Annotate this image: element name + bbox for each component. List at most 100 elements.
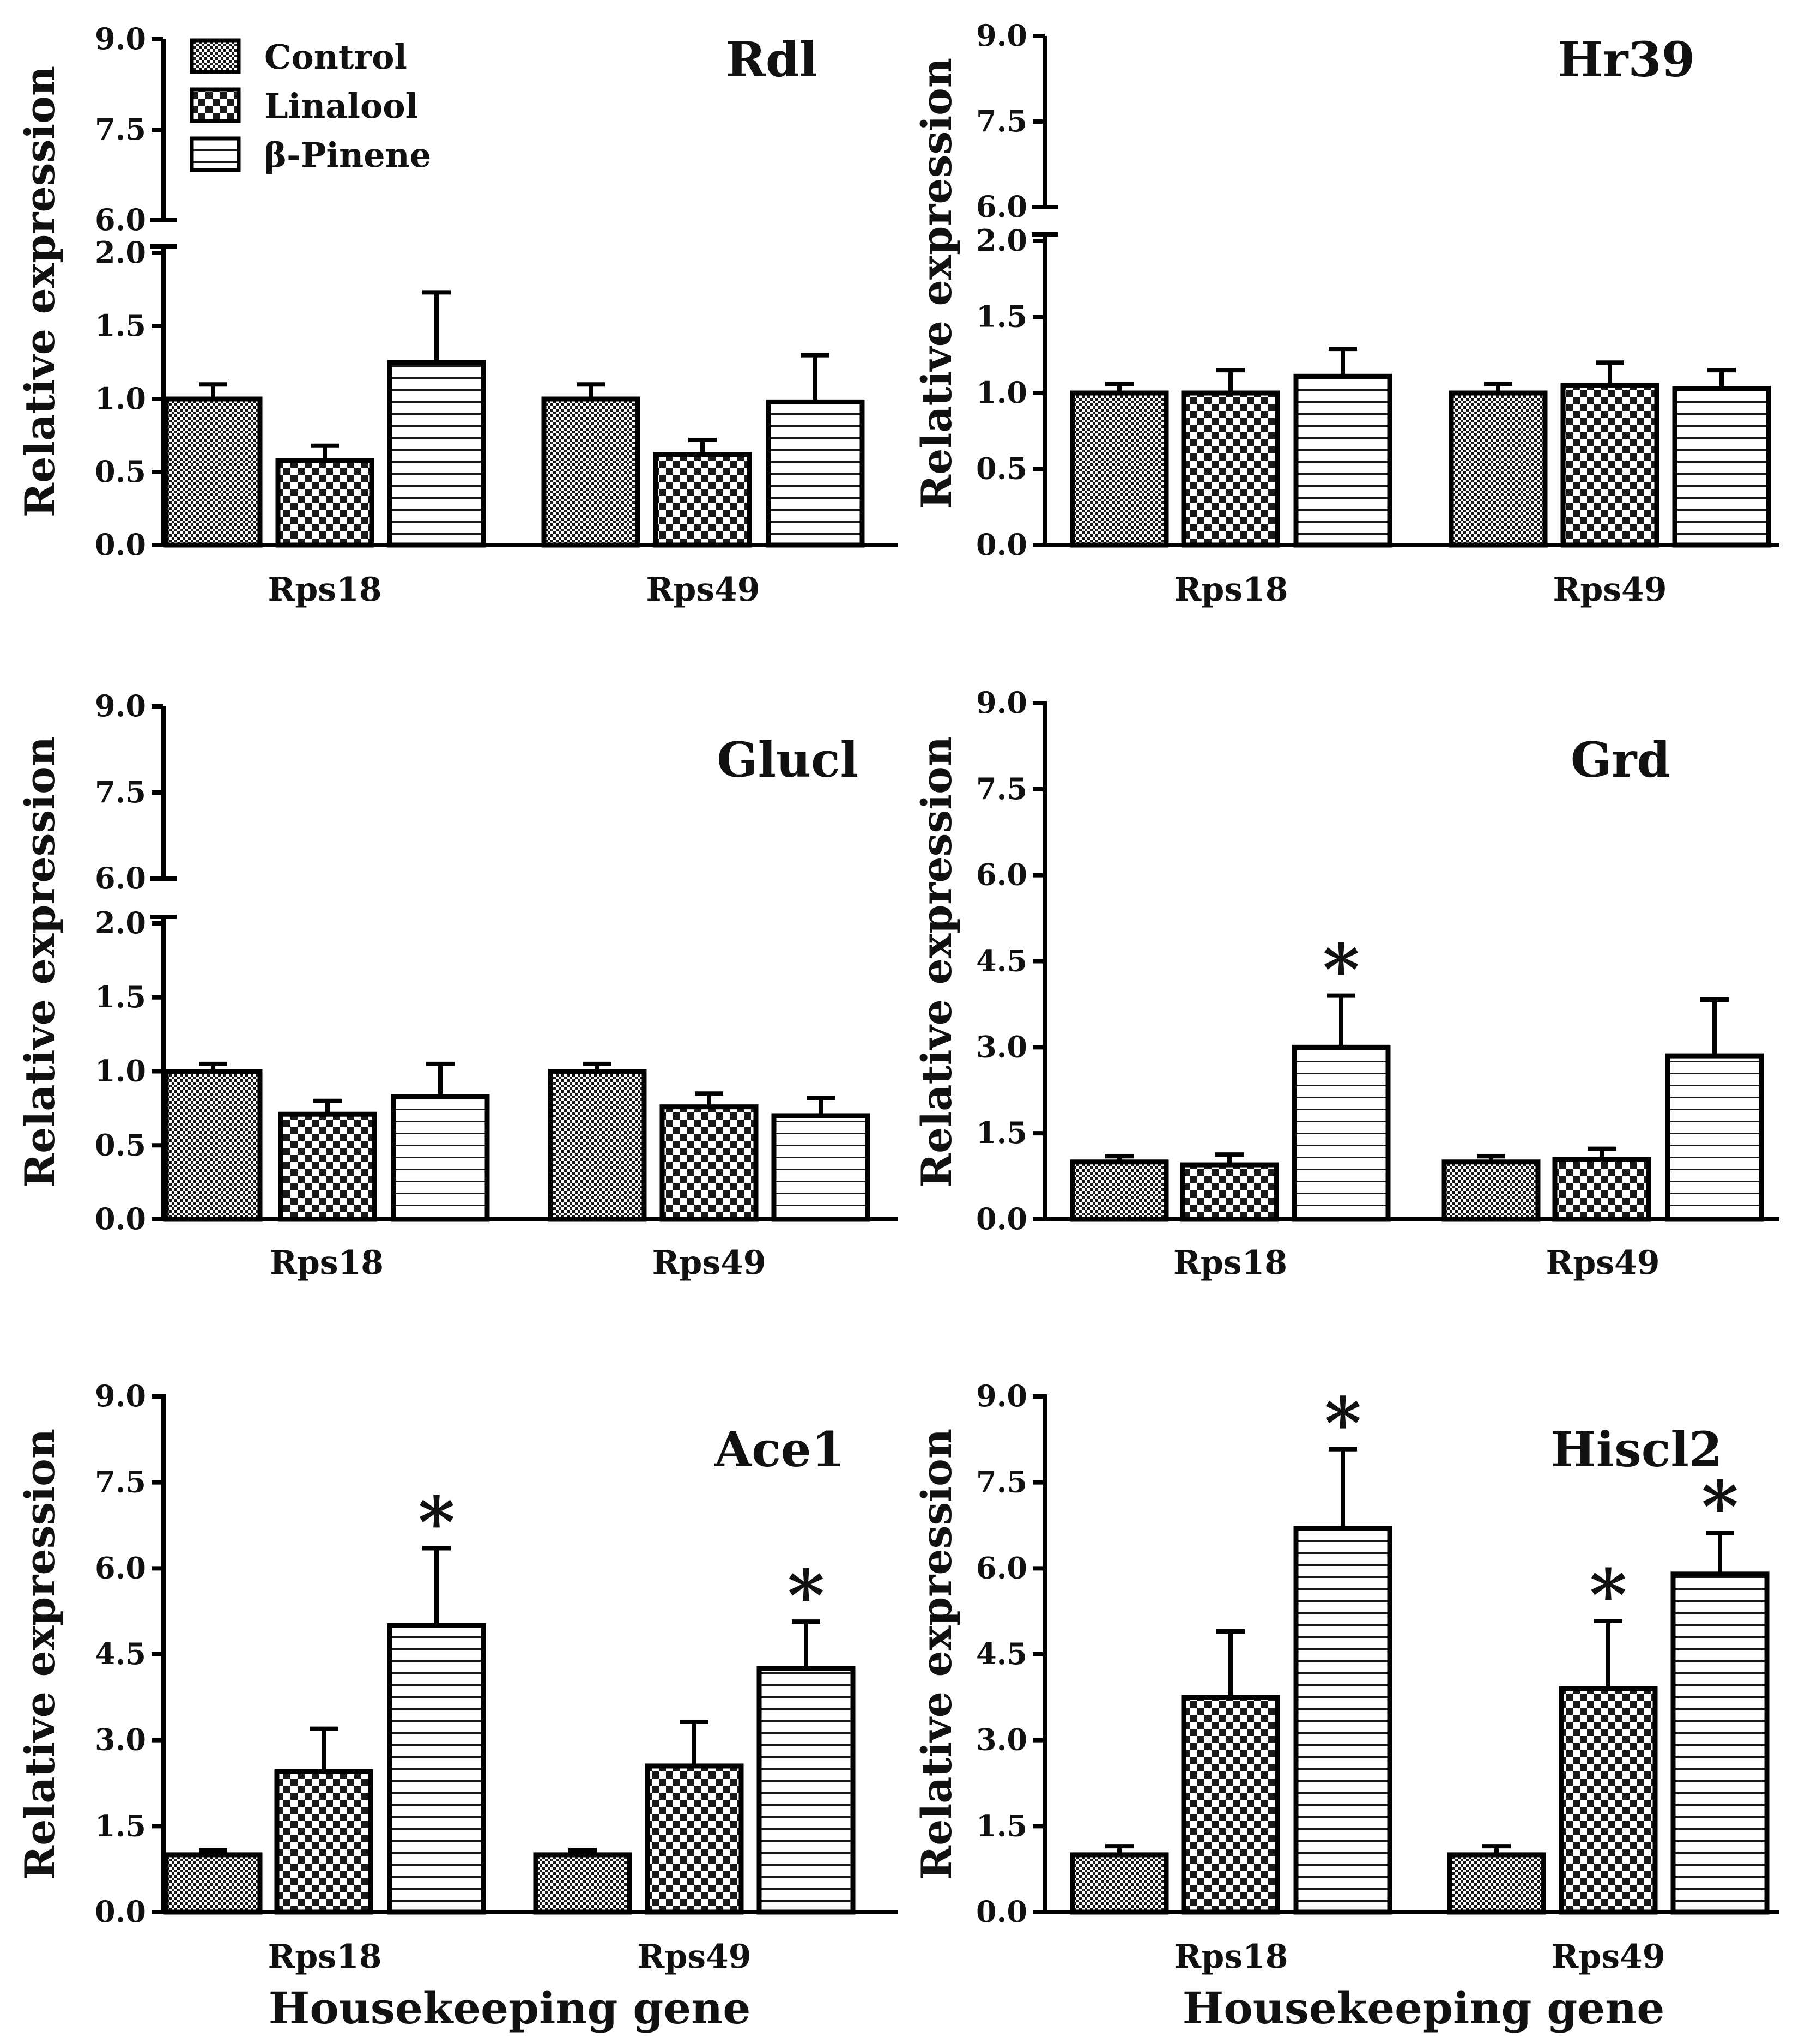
category-label-rps18: Rps18 [1173,1244,1287,1282]
bar-control-rps49 [548,1069,647,1222]
panel-hiscl2: 0.0 1.5 3.0 4.5 6.0 7.5 9.0 * * * Rps18 Rps49 Hiscl2… [912,1378,1779,1976]
bar-pinene-rps18 [387,1623,486,1915]
y-tick-label: 0.0 [976,1894,1027,1929]
panel-title: Hiscl2 [1551,1421,1722,1478]
y-axis-label: Relative expression [16,736,64,1188]
y-tick-label: 7.5 [95,775,146,809]
panel-title: Grd [1571,731,1670,788]
y-tick-label: 6.0 [976,189,1027,224]
y-tick-label: 6.0 [976,857,1027,892]
bar-linalool-rps18 [1181,390,1280,548]
category-label-rps18: Rps18 [1174,571,1288,609]
bar-control-rps49 [1447,1852,1546,1915]
panel-title: Ace1 [714,1421,845,1478]
bar-linalool-rps49 [653,452,752,548]
y-tick-label: 7.5 [976,1465,1027,1499]
bar-pinene-rps18 [1292,1044,1391,1222]
panel-title: Hr39 [1558,31,1695,88]
panel-title: Glucl [717,731,858,788]
x-axis-label-left: Housekeeping gene [269,1982,750,2034]
y-tick-label: 0.5 [976,451,1027,486]
category-label-rps18: Rps18 [270,1244,384,1282]
y-axis-label: Relative expression [16,1429,64,1880]
bar-pinene-rps49 [1672,386,1771,548]
bar-control-rps49 [541,396,640,548]
bar-linalool-rps18 [1181,1695,1280,1915]
y-tick-label: 1.5 [95,308,146,343]
y-tick-label: 0.0 [976,1201,1027,1236]
y-tick-label: 9.0 [976,1378,1027,1413]
y-tick-label: 7.5 [95,112,146,147]
y-tick-label: 7.5 [976,104,1027,138]
bar-linalool-rps49 [659,1104,759,1222]
bar-pinene-rps49 [771,1113,870,1222]
bar-control-rps18 [1070,1159,1169,1222]
panel-title: Rdl [726,31,817,88]
legend: Control Linalool β-Pinene [190,37,431,175]
y-tick-label: 0.0 [95,1201,146,1236]
legend-label-pinene: β-Pinene [264,135,431,175]
y-tick-label: 6.0 [95,1550,146,1585]
y-tick-label: 3.0 [976,1029,1027,1064]
bar-linalool-rps18 [1180,1162,1279,1222]
y-tick-label: 7.5 [976,771,1027,806]
significance-star-pinene-rps18: * [418,1481,455,1564]
legend-label-control: Control [264,37,407,77]
y-tick-label: 1.5 [95,979,146,1014]
panel-grd: 0.0 1.5 3.0 4.5 6.0 7.5 9.0 * Rps18 Rps49 Grd Relat… [912,685,1779,1282]
y-tick-label: 1.5 [95,1808,146,1843]
significance-star-pinene-rps18: * [1323,928,1360,1012]
significance-star-linalool-rps49: * [1590,1553,1627,1637]
y-tick-label: 1.5 [976,1808,1027,1843]
significance-star-pinene-rps18: * [1324,1382,1361,1465]
bar-control-rps18 [1070,390,1169,548]
legend-swatch-pinene [190,136,241,172]
category-label-rps49: Rps49 [1553,571,1667,609]
bar-pinene-rps49 [1670,1571,1770,1915]
y-tick-label: 0.5 [95,454,146,489]
category-label-rps49: Rps49 [637,1938,751,1976]
y-tick-label: 4.5 [95,1636,146,1671]
bar-pinene-rps49 [1665,1053,1764,1222]
y-tick-label: 1.0 [95,381,146,416]
y-tick-label: 9.0 [95,1378,146,1413]
panel-hr39: 0.0 0.5 1.0 1.5 2.06.0 7.5 9.0 Rps18 Rps49 Hr39 Re… [912,18,1779,609]
y-tick-label: 1.0 [95,1054,146,1088]
y-tick-label: 6.0 [95,202,146,237]
bar-linalool-rps49 [1560,383,1659,548]
category-label-rps49: Rps49 [646,571,760,609]
bar-pinene-rps18 [387,360,486,548]
y-tick-label: 9.0 [976,685,1027,720]
y-tick-label: 6.0 [976,1550,1027,1585]
y-axis-label: Relative expression [912,736,961,1188]
category-label-rps49: Rps49 [1551,1938,1665,1976]
y-tick-label: 2.0 [95,905,146,940]
y-tick-label: 1.0 [976,375,1027,410]
y-tick-label: 1.5 [976,299,1027,334]
y-tick-label: 2.0 [95,235,146,270]
category-label-rps18: Rps18 [268,1938,381,1976]
bar-control-rps18 [1070,1852,1169,1915]
y-tick-label: 4.5 [976,944,1027,978]
y-tick-label: 3.0 [95,1722,146,1757]
y-axis-label: Relative expression [912,58,961,509]
bar-linalool-rps18 [278,1111,377,1222]
significance-star-pinene-rps49: * [1701,1465,1739,1549]
y-axis-label: Relative expression [16,66,64,517]
bar-pinene-rps49 [766,399,865,548]
y-tick-label: 6.0 [95,861,146,896]
bar-control-rps18 [163,396,263,548]
y-tick-label: 7.5 [95,1465,146,1499]
y-tick-label: 9.0 [95,21,146,56]
bar-control-rps49 [533,1852,632,1915]
panel-glucl: 0.0 0.5 1.0 1.5 2.0 6.0 7.5 9.0 Rps18 Rps49 Glucl R… [16,688,898,1282]
y-tick-label: 2.0 [976,223,1027,258]
bar-linalool-rps49 [1552,1157,1651,1222]
y-axis-label: Relative expression [912,1429,961,1880]
bar-linalool-rps49 [645,1763,744,1915]
y-tick-label: 0.0 [95,1894,146,1929]
y-tick-label: 0.0 [95,527,146,562]
bar-control-rps18 [163,1852,263,1915]
y-tick-label: 0.5 [95,1127,146,1162]
